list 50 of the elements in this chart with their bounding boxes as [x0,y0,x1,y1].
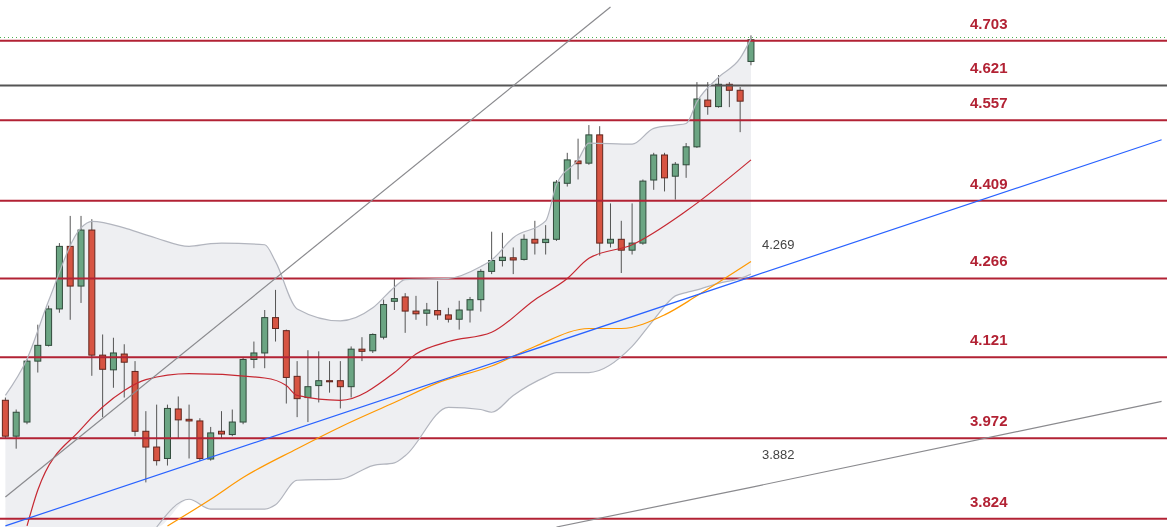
candlestick [293,360,301,418]
candlestick [174,395,182,440]
candlestick [617,220,625,274]
candlestick [326,360,334,394]
candlestick [390,277,398,311]
candlestick [12,409,20,450]
candlestick [520,233,528,262]
annotation: 3.882 [762,447,795,463]
candlestick [606,202,614,248]
candlestick [272,289,280,343]
candlestick [185,404,193,459]
candlestick [315,350,323,403]
candlestick [99,333,107,418]
candlestick [455,300,463,331]
candlestick [488,231,496,275]
ref-line-label: 4.557 [970,94,1008,112]
ref-line-label: 4.121 [970,331,1008,349]
candlestick [682,142,690,179]
ref-line-label: 3.824 [970,492,1009,510]
candlestick [401,292,409,334]
candlestick [369,332,377,354]
candlestick [434,280,442,321]
candlestick [747,34,755,66]
candlestick [358,336,366,362]
candlestick [304,349,312,423]
candlestick [498,232,506,267]
ref-line-label: 4.409 [970,174,1008,192]
candlestick [423,302,431,327]
candlestick [628,202,636,256]
ref-line-label: 4.703 [970,14,1008,32]
candlestick [217,410,225,440]
ref-line-label: 3.972 [970,412,1008,430]
candlestick [671,161,679,201]
candlestick [153,404,161,467]
candlestick [509,246,517,275]
candlestick [531,220,539,256]
candlestick [336,360,344,409]
candlestick [412,295,420,321]
candlestick [34,324,42,374]
candlestick [466,296,474,324]
candlestick [142,410,150,483]
ref-line-label: 4.266 [970,252,1008,270]
candlestick [228,409,236,437]
annotation: 4.269 [762,236,795,252]
candlestick [109,337,117,389]
ref-line-label: 4.621 [970,59,1008,77]
candlestick [574,138,582,180]
candlestick [563,152,571,188]
candlestick [661,152,669,192]
candlestick [542,224,550,256]
